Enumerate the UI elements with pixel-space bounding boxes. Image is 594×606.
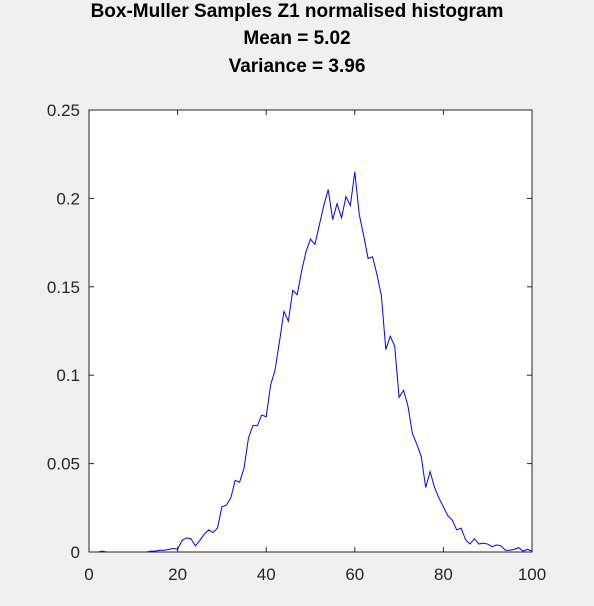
x-tick-label: 20 <box>168 565 187 584</box>
y-tick-label: 0.15 <box>47 278 80 297</box>
chart-title-variance: Variance = 3.96 <box>228 56 366 77</box>
x-tick-label: 40 <box>257 565 276 584</box>
axis-ticks: 0 20 40 60 80 100 0 0.05 0.1 0.15 0.2 0.25 <box>47 101 546 584</box>
x-tick-label: 0 <box>84 565 93 584</box>
chart-title-mean: Mean = 5.02 <box>243 28 351 49</box>
x-tick-label: 60 <box>345 565 364 584</box>
y-tick-label: 0.1 <box>56 366 80 385</box>
y-tick-label: 0.2 <box>56 189 80 208</box>
y-tick-label: 0.25 <box>47 101 80 120</box>
y-tick-label: 0.05 <box>47 455 80 474</box>
x-tick-label: 80 <box>434 565 453 584</box>
chart-title-line-1: Box-Muller Samples Z1 normalised histogr… <box>90 1 504 22</box>
x-tick-label: 100 <box>518 565 546 584</box>
series-line <box>93 171 533 553</box>
plot-area <box>89 110 532 552</box>
y-tick-label: 0 <box>71 543 80 562</box>
axes-frame <box>88 109 533 553</box>
